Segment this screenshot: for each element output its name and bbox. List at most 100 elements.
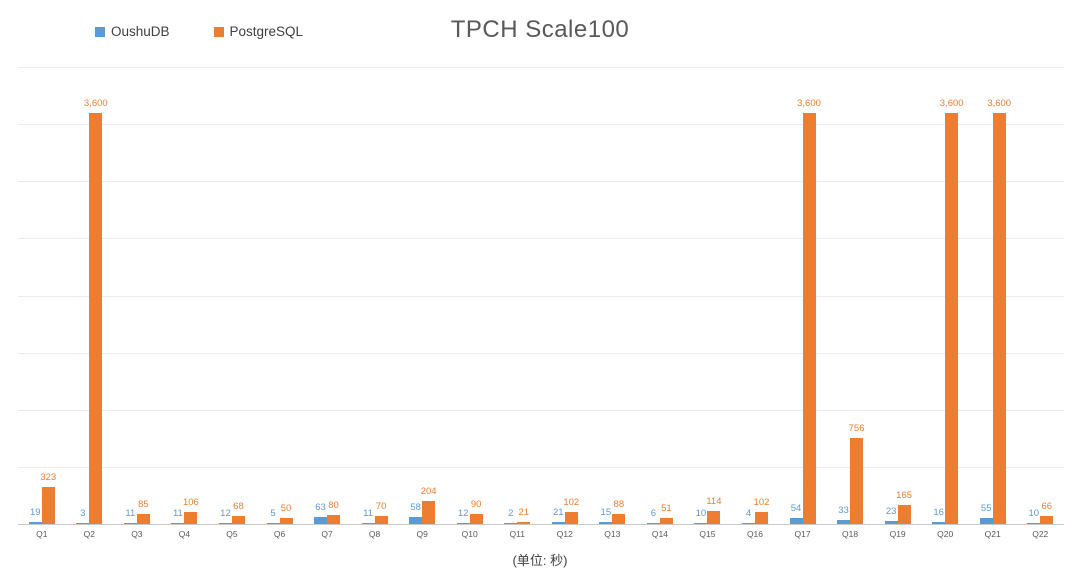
x-tick-q2: Q2	[83, 529, 95, 539]
bar-oushudb-q1	[28, 521, 42, 524]
legend-item-oushudb: OushuDB	[95, 24, 170, 39]
value-label-oushudb-q7: 63	[315, 501, 326, 513]
legend-label-oushudb: OushuDB	[111, 24, 170, 39]
bar-oushudb-q19	[884, 521, 898, 524]
bar-postgresql-q21	[992, 112, 1006, 524]
category-q12: 21 102 Q12	[541, 67, 589, 539]
gridline-2500	[18, 238, 1064, 240]
bar-oushudb-q16	[741, 523, 755, 524]
x-tick-q13: Q13	[604, 529, 621, 539]
chart-title: TPCH Scale100	[450, 16, 630, 43]
value-label-postgresql-q9: 204	[420, 485, 437, 497]
bar-postgresql-q7	[327, 514, 341, 524]
x-tick-q1: Q1	[36, 529, 48, 539]
category-q15: 10 114 Q15	[684, 67, 732, 539]
bar-oushudb-q6	[266, 523, 280, 524]
value-label-postgresql-q8: 70	[375, 501, 387, 513]
value-label-oushudb-q12: 21	[552, 506, 564, 518]
value-label-oushudb-q11: 2	[508, 508, 514, 519]
x-tick-q7: Q7	[321, 529, 333, 539]
category-q3: 11 85 Q3	[113, 67, 161, 539]
legend-swatch-oushudb-icon	[95, 26, 105, 37]
value-label-oushudb-q17: 54	[790, 502, 802, 514]
bar-postgresql-q14	[659, 518, 673, 524]
bar-oushudb-q12	[551, 521, 565, 524]
value-label-postgresql-q1: 323	[40, 472, 57, 484]
legend-label-postgresql: PostgreSQL	[229, 24, 304, 39]
x-tick-q22: Q22	[1032, 529, 1049, 539]
category-q9: 58 204 Q9	[398, 67, 446, 539]
bar-oushudb-q2	[76, 523, 90, 524]
x-tick-q18: Q18	[842, 529, 859, 539]
value-label-postgresql-q11: 21	[518, 506, 530, 518]
category-q14: 6 51 Q14	[636, 67, 684, 539]
bar-postgresql-q17	[802, 112, 816, 524]
bar-oushudb-q14	[646, 523, 660, 524]
value-label-postgresql-q13: 88	[613, 498, 625, 510]
bar-postgresql-q11	[517, 521, 531, 524]
legend-item-postgresql: PostgreSQL	[213, 24, 304, 39]
x-tick-q3: Q3	[131, 529, 143, 539]
gridline-4000	[18, 67, 1064, 68]
bar-postgresql-q1	[41, 487, 55, 524]
value-label-postgresql-q3: 85	[138, 499, 149, 511]
bar-postgresql-q2	[89, 112, 103, 524]
bar-oushudb-q18	[837, 520, 851, 524]
category-q22: 10 66 Q22	[1016, 67, 1064, 539]
value-label-oushudb-q22: 10	[1028, 507, 1040, 519]
value-label-postgresql-q18: 756	[848, 422, 865, 434]
plot-area: 19 323 Q1 3 3,600 Q2 11 85 Q3 11 106 Q4 12 68 Q5 5 50 Q6 6…	[18, 67, 1064, 539]
bar-postgresql-q5	[231, 516, 245, 524]
category-q18: 33 756 Q18	[826, 67, 874, 539]
bar-oushudb-q5	[218, 522, 232, 524]
bar-postgresql-q19	[897, 505, 911, 524]
value-label-oushudb-q10: 12	[457, 507, 469, 519]
category-q10: 12 90 Q10	[446, 67, 494, 539]
value-label-postgresql-q10: 90	[470, 498, 482, 510]
bar-oushudb-q4	[171, 522, 185, 524]
category-q1: 19 323 Q1	[18, 67, 66, 539]
category-q21: 55 3,600 Q21	[969, 67, 1017, 539]
value-label-postgresql-q7: 80	[328, 499, 339, 511]
x-tick-q12: Q12	[556, 529, 573, 539]
unit-note: (单位: 秒)	[512, 553, 568, 568]
category-q16: 4 102 Q16	[731, 67, 779, 539]
value-label-postgresql-q4: 106	[182, 496, 199, 508]
x-tick-q19: Q19	[889, 529, 906, 539]
x-tick-q14: Q14	[651, 529, 668, 539]
bar-oushudb-q10	[456, 522, 470, 524]
category-q2: 3 3,600 Q2	[66, 67, 114, 539]
value-label-postgresql-q6: 50	[280, 503, 292, 515]
bar-oushudb-q7	[314, 516, 328, 524]
gridline-3000	[18, 181, 1064, 183]
bar-postgresql-q22	[1040, 516, 1054, 524]
bar-postgresql-q18	[850, 437, 864, 524]
x-tick-q4: Q4	[178, 529, 191, 539]
bar-postgresql-q10	[469, 513, 483, 524]
category-q7: 63 80 Q7	[303, 67, 351, 539]
bar-postgresql-q12	[564, 512, 578, 524]
value-label-postgresql-q19: 165	[896, 490, 913, 502]
gridline-500	[18, 466, 1064, 468]
bar-postgresql-q4	[184, 511, 198, 524]
gridline-1000	[18, 409, 1064, 411]
bar-postgresql-q20	[945, 112, 959, 524]
x-tick-q8: Q8	[368, 529, 381, 539]
plot-slots: 19 323 Q1 3 3,600 Q2 11 85 Q3 11 106 Q4 12 68 Q5 5 50 Q6 6…	[18, 67, 1064, 539]
value-label-oushudb-q5: 12	[220, 507, 231, 519]
bar-oushudb-q17	[789, 517, 803, 524]
x-tick-q20: Q20	[937, 529, 954, 539]
value-label-oushudb-q4: 11	[172, 507, 183, 519]
value-label-postgresql-q5: 68	[233, 501, 244, 513]
category-q8: 11 70 Q8	[351, 67, 399, 539]
value-label-oushudb-q14: 6	[650, 508, 657, 519]
value-label-postgresql-q16: 102	[753, 497, 770, 509]
value-label-oushudb-q21: 55	[980, 502, 992, 514]
value-label-oushudb-q16: 4	[745, 508, 752, 519]
value-label-oushudb-q20: 16	[933, 507, 944, 519]
x-tick-q21: Q21	[984, 529, 1001, 539]
gridline-2000	[18, 295, 1064, 297]
value-label-oushudb-q9: 58	[410, 502, 421, 514]
bar-oushudb-q20	[932, 522, 946, 524]
value-label-oushudb-q19: 23	[885, 506, 897, 518]
